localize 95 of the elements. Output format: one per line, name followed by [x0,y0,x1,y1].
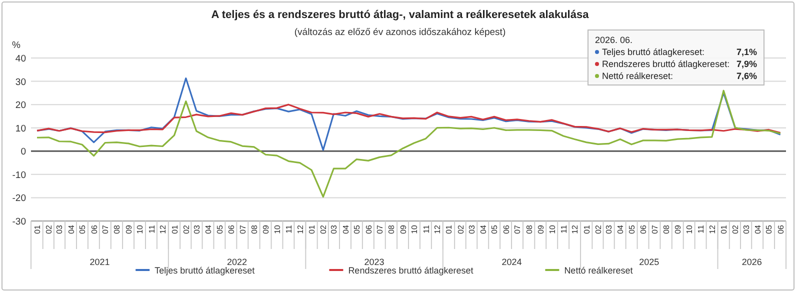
x-tick-label: 03 [55,224,64,234]
x-tick-label: 10 [272,224,282,234]
x-tick-label: 04 [753,224,762,234]
legend-label: Rendszeres bruttó átlagkereset [348,266,474,276]
x-tick-label: 02 [456,224,466,234]
x-tick-label: 03 [330,224,339,234]
text: 2022 [227,257,248,267]
x-tick-label: 09 [536,224,546,234]
x-tick-label: 12 [433,224,442,234]
x-tick-label: 03 [467,224,476,234]
line-series [36,104,782,134]
x-tick-label: 03 [742,224,751,234]
y-tick-label: -10 [12,170,26,181]
x-tick-label: 12 [570,224,580,234]
x-tick-label: 06 [776,224,786,234]
text: Teljes bruttó átlagkereset: [602,47,705,57]
x-tick-label: 07 [101,224,110,234]
text: 7,1% [736,47,757,57]
x-tick-label: 04 [478,224,488,234]
x-tick-label: 07 [376,224,385,234]
x-tick-label: 07 [650,224,660,234]
legend-label: Teljes bruttó átlagkereset [154,266,256,276]
annotation: 7,9% [736,59,757,69]
x-tick-label: 10 [548,224,557,234]
text: 2025 [639,257,660,267]
x-tick-label: 05 [627,224,636,234]
y-tick-label: -30 [12,216,26,228]
x-tick-label: 04 [341,224,350,234]
x-tick-label: 08 [662,224,672,234]
line-series [36,90,782,198]
x-tick-label: 11 [559,224,568,234]
y-tick-label: 40 [15,54,26,64]
x-tick-label: 11 [696,224,706,234]
x-tick-label: 02 [731,224,740,234]
x-tick-label: 05 [490,224,500,234]
y-tick-label: 30 [15,76,26,88]
legend-label: Nettó reálkereset [564,266,634,276]
x-tick-label: 09 [262,224,271,234]
x-tick-label: 06 [90,224,99,234]
x-tick-label: 04 [66,224,76,234]
x-tick-label: 09 [398,224,408,234]
text: 2023 [364,257,384,267]
y-axis-title: % [12,40,21,51]
text: 2024 [502,257,522,267]
x-tick-label: 03 [192,224,202,234]
x-tick-label: 11 [422,224,431,234]
x-tick-label: 10 [136,224,145,234]
x-tick-label: 05 [78,224,88,234]
chart-subtitle: (változás az előző év azonos időszakához képest) [294,27,506,38]
x-tick-label: 06 [227,224,236,234]
x-tick-label: 11 [147,224,156,234]
x-tick-label: 09 [674,224,683,234]
text: 2026 [742,257,762,267]
y-tick-label: 10 [15,123,26,134]
x-tick-label: 05 [215,224,224,234]
annotation: Rendszeres bruttó átlagkereset: [602,59,730,69]
x-tick-label: 01 [720,224,729,234]
x-tick-label: 10 [410,224,420,234]
text: 2021 [90,257,110,267]
annotation: 7,6% [736,71,757,81]
x-tick-label: 02 [44,224,54,234]
x-tick-label: 05 [764,224,774,234]
x-tick-label: 07 [238,224,248,234]
x-tick-label: 08 [112,224,122,234]
x-tick-label: 02 [319,224,328,234]
y-tick-label: 20 [15,100,26,112]
x-tick-label: 01 [170,224,180,234]
x-tick-label: 07 [513,224,522,234]
x-tick-label: 08 [524,224,534,234]
annotation: Nettó reálkereset: [602,71,674,81]
x-tick-label: 01 [582,224,592,234]
x-tick-label: 06 [639,224,648,234]
x-tick-label: 11 [284,224,294,234]
x-tick-label: 12 [296,224,305,234]
x-tick-label: 03 [604,224,614,234]
x-tick-label: 04 [204,224,214,234]
x-tick-label: 10 [684,224,694,234]
x-tick-label: 09 [124,224,134,234]
x-tick-label: 02 [182,224,191,234]
x-tick-label: 01 [307,224,316,234]
x-tick-label: 05 [352,224,362,234]
text: 2026. 06. [595,35,633,45]
x-tick-label: 06 [364,224,374,234]
y-tick-label: 0 [20,146,26,158]
chart-title: A teljes és a rendszeres bruttó átlag-, valamint a reálkeresetek alakulása [211,9,590,21]
x-tick-label: 12 [708,224,717,234]
x-tick-label: 01 [33,224,42,234]
x-tick-label: 06 [502,224,511,234]
x-tick-label: 08 [387,224,396,234]
x-tick-label: 12 [158,224,168,234]
x-tick-label: 08 [250,224,259,234]
y-tick-label: -20 [12,193,26,204]
x-tick-label: 01 [444,224,454,234]
x-tick-label: 04 [616,224,626,234]
x-tick-label: 02 [594,224,603,234]
